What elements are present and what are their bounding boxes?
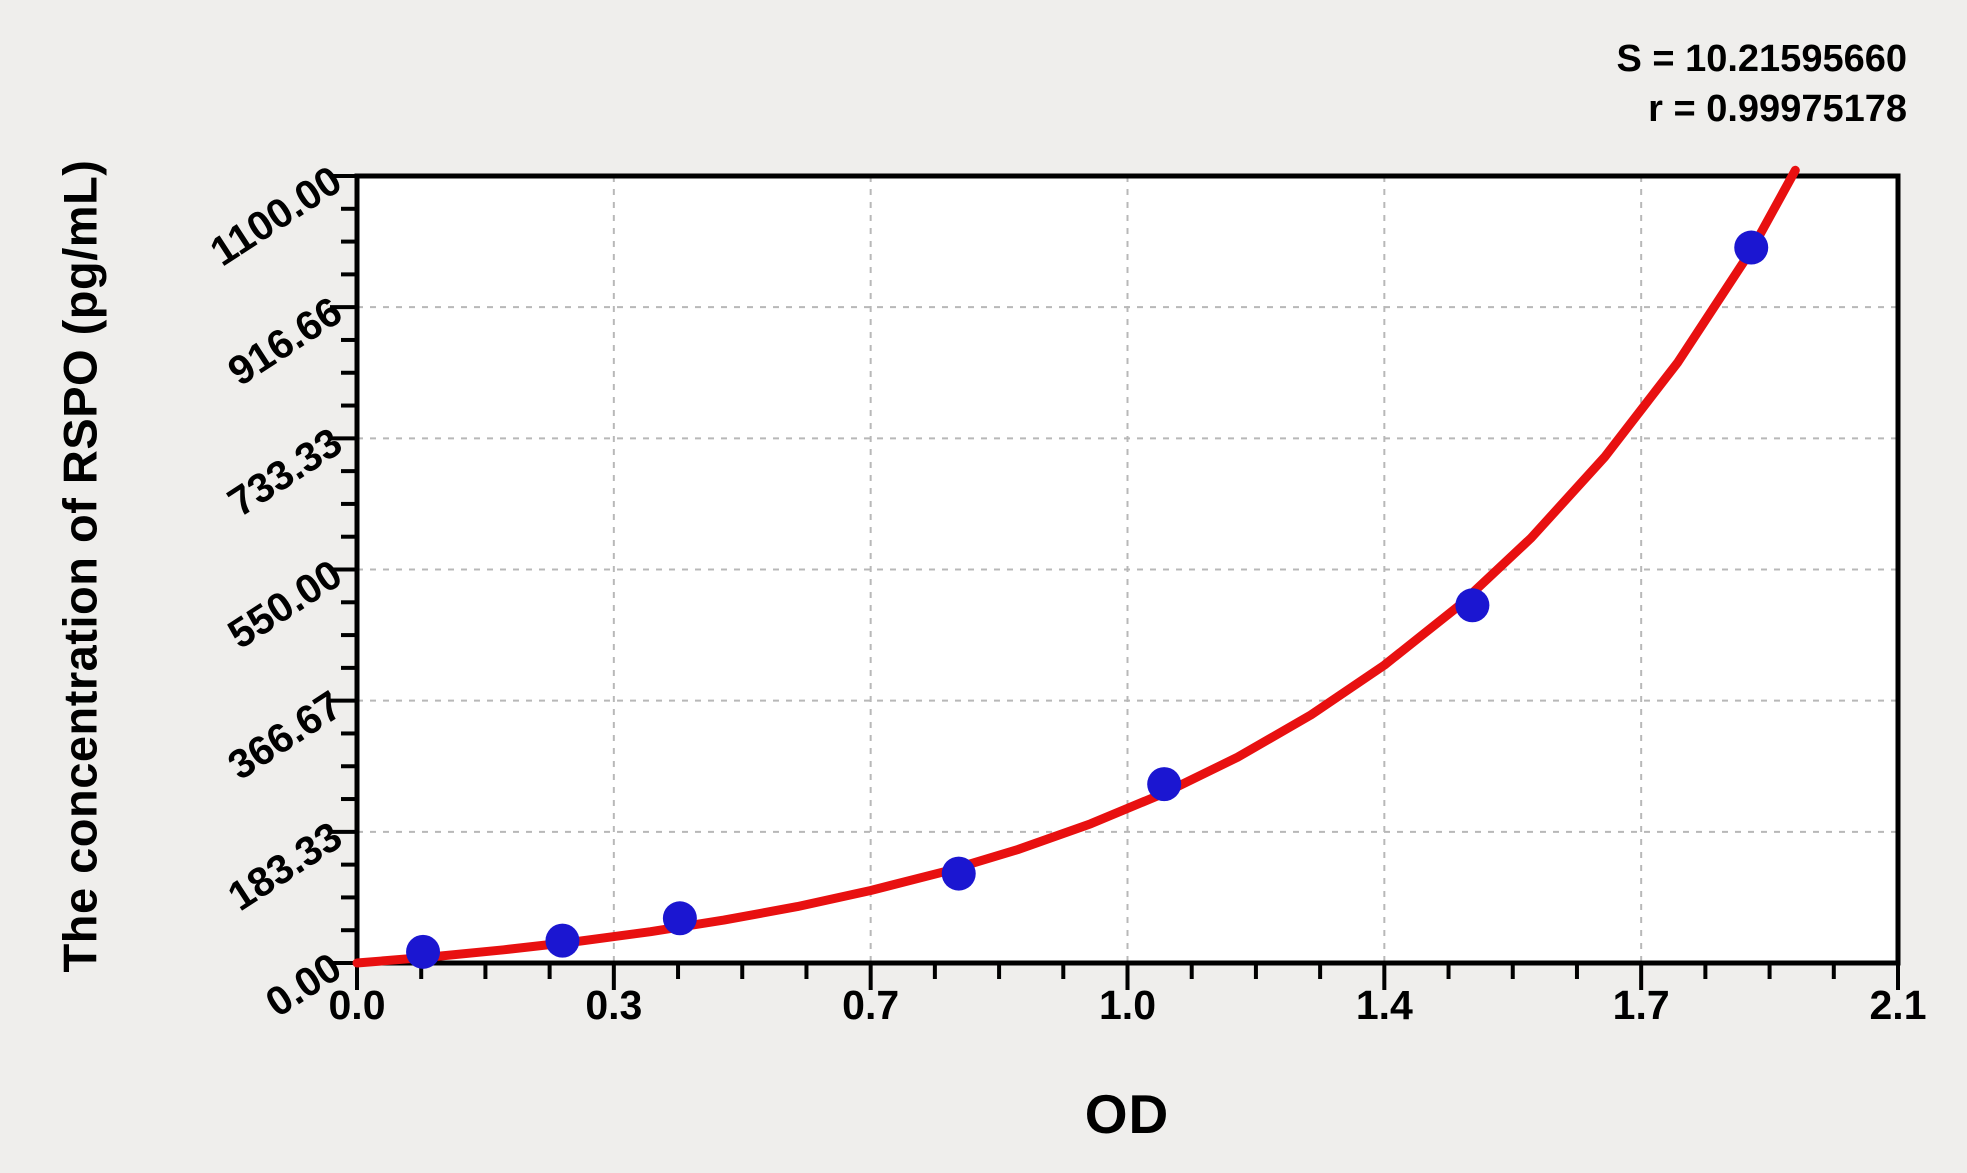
x-tick-label: 2.1	[1869, 982, 1927, 1028]
data-point	[1455, 588, 1490, 623]
fitted-curve-path	[352, 165, 1800, 968]
x-tick-label: 1.7	[1612, 982, 1670, 1028]
data-point	[406, 934, 441, 969]
data-point	[545, 923, 580, 958]
x-tick-label: 1.0	[1099, 982, 1156, 1028]
y-axis-title: The concentration of RSPO (pg/mL)	[53, 159, 107, 973]
fit-statistics: S = 10.21595660 r = 0.99975178	[1616, 34, 1907, 134]
data-point	[1147, 767, 1182, 802]
plot-frame	[354, 173, 1901, 966]
x-tick-label: 1.4	[1355, 982, 1413, 1028]
data-point	[1734, 230, 1769, 265]
x-tick-label: 0.3	[585, 982, 643, 1028]
fit-statistic-s: S = 10.21595660	[1616, 38, 1907, 80]
data-point	[941, 856, 976, 891]
data-point	[662, 901, 697, 936]
x-tick-label: 0.7	[842, 982, 900, 1028]
x-axis-title: OD	[1084, 1083, 1170, 1145]
fit-statistic-r: r = 0.99975178	[1648, 88, 1907, 130]
x-tick-label: 0.0	[328, 982, 386, 1028]
